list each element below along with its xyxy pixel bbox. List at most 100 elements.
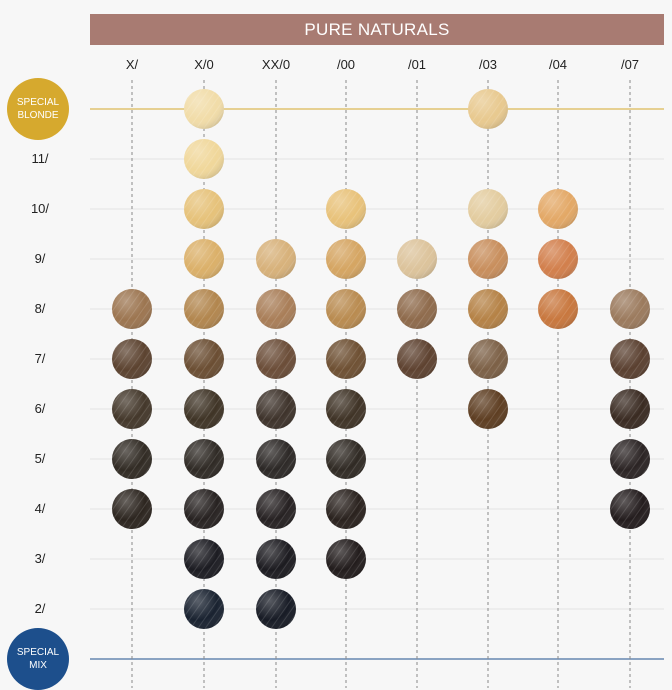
- shade-swatch: [397, 339, 437, 379]
- shade-swatch: [326, 489, 366, 529]
- shade-swatch: [256, 289, 296, 329]
- swatch-shine: [468, 289, 508, 329]
- column-header: /04: [548, 57, 568, 72]
- swatch-shine: [112, 439, 152, 479]
- swatch-shine: [326, 439, 366, 479]
- swatch-shine: [326, 289, 366, 329]
- shade-swatch: [326, 189, 366, 229]
- row-label: 11/: [31, 151, 49, 166]
- special-mix-badge-line2: MIX: [29, 660, 47, 671]
- shade-swatch: [256, 239, 296, 279]
- swatch-shine: [112, 289, 152, 329]
- swatch-shine: [256, 239, 296, 279]
- swatch-shine: [112, 339, 152, 379]
- row-label: 7/: [34, 351, 46, 366]
- shade-swatch: [326, 439, 366, 479]
- shade-swatch: [184, 439, 224, 479]
- column-header: /00: [336, 57, 356, 72]
- swatch-shine: [397, 339, 437, 379]
- special-mix-badge-line1: SPECIAL: [16, 647, 60, 658]
- shade-swatch: [468, 339, 508, 379]
- swatch-shine: [184, 139, 224, 179]
- shade-swatch: [610, 289, 650, 329]
- column-header: X/: [125, 57, 139, 72]
- swatch-shine: [256, 339, 296, 379]
- swatch-shine: [184, 439, 224, 479]
- shade-swatch: [397, 289, 437, 329]
- row-label: 10/: [30, 201, 50, 216]
- swatch-shine: [468, 339, 508, 379]
- swatch-shine: [184, 389, 224, 429]
- row-label: 8/: [34, 301, 46, 316]
- shade-swatch: [256, 439, 296, 479]
- swatch-shine: [184, 89, 224, 129]
- shade-swatch: [184, 139, 224, 179]
- row-label: 4/: [34, 501, 46, 516]
- row-label: 9/: [34, 251, 46, 266]
- swatch-shine: [326, 339, 366, 379]
- swatch-shine: [184, 489, 224, 529]
- column-header: /07: [620, 57, 640, 72]
- column-header: X/0: [194, 57, 214, 72]
- swatch-shine: [326, 539, 366, 579]
- shade-swatch: [184, 89, 224, 129]
- shade-swatch: [184, 589, 224, 629]
- shade-swatch: [256, 539, 296, 579]
- shade-swatch: [112, 489, 152, 529]
- shade-swatch: [184, 339, 224, 379]
- swatch-shine: [184, 589, 224, 629]
- swatch-shine: [468, 189, 508, 229]
- column-header: XX/0: [261, 57, 291, 72]
- title-text: PURE NATURALS: [304, 20, 450, 39]
- swatch-shine: [256, 289, 296, 329]
- shade-swatch: [112, 389, 152, 429]
- shade-swatch: [610, 489, 650, 529]
- swatch-shine: [184, 539, 224, 579]
- swatch-shine: [112, 389, 152, 429]
- shade-swatch: [326, 539, 366, 579]
- shade-swatch: [184, 539, 224, 579]
- shade-swatch: [326, 239, 366, 279]
- swatch-shine: [610, 289, 650, 329]
- swatch-shine: [326, 489, 366, 529]
- column-header: /03: [478, 57, 498, 72]
- shade-swatch: [184, 189, 224, 229]
- shade-swatch: [610, 389, 650, 429]
- swatch-shine: [184, 239, 224, 279]
- special-blonde-badge-line2: BLONDE: [17, 110, 59, 121]
- shade-swatch: [538, 289, 578, 329]
- swatch-shine: [538, 239, 578, 279]
- shade-swatch: [397, 239, 437, 279]
- row-label: 2/: [34, 601, 46, 616]
- shade-swatch: [538, 239, 578, 279]
- swatch-shine: [184, 339, 224, 379]
- shade-swatch: [468, 389, 508, 429]
- shade-swatch: [256, 339, 296, 379]
- title-banner: PURE NATURALS: [90, 14, 664, 45]
- swatch-shine: [468, 239, 508, 279]
- special-blonde-badge-line1: SPECIAL: [16, 97, 60, 108]
- shade-swatch: [326, 389, 366, 429]
- shade-swatch: [538, 189, 578, 229]
- swatch-shine: [326, 239, 366, 279]
- swatch-shine: [112, 489, 152, 529]
- shade-swatch: [112, 289, 152, 329]
- swatch-shine: [468, 389, 508, 429]
- shade-swatch: [326, 339, 366, 379]
- column-header: /01: [407, 57, 427, 72]
- shade-swatch: [184, 489, 224, 529]
- swatch-shine: [326, 389, 366, 429]
- shade-swatch: [256, 589, 296, 629]
- special-blonde-badge: SPECIAL BLONDE: [7, 78, 69, 140]
- shade-swatch: [610, 439, 650, 479]
- swatch-shine: [256, 439, 296, 479]
- swatch-shine: [610, 389, 650, 429]
- row-label: 5/: [34, 451, 46, 466]
- swatch-shine: [256, 489, 296, 529]
- swatch-shine: [256, 539, 296, 579]
- shade-swatch: [326, 289, 366, 329]
- swatch-shine: [184, 289, 224, 329]
- shade-swatch: [468, 89, 508, 129]
- swatch-shine: [610, 489, 650, 529]
